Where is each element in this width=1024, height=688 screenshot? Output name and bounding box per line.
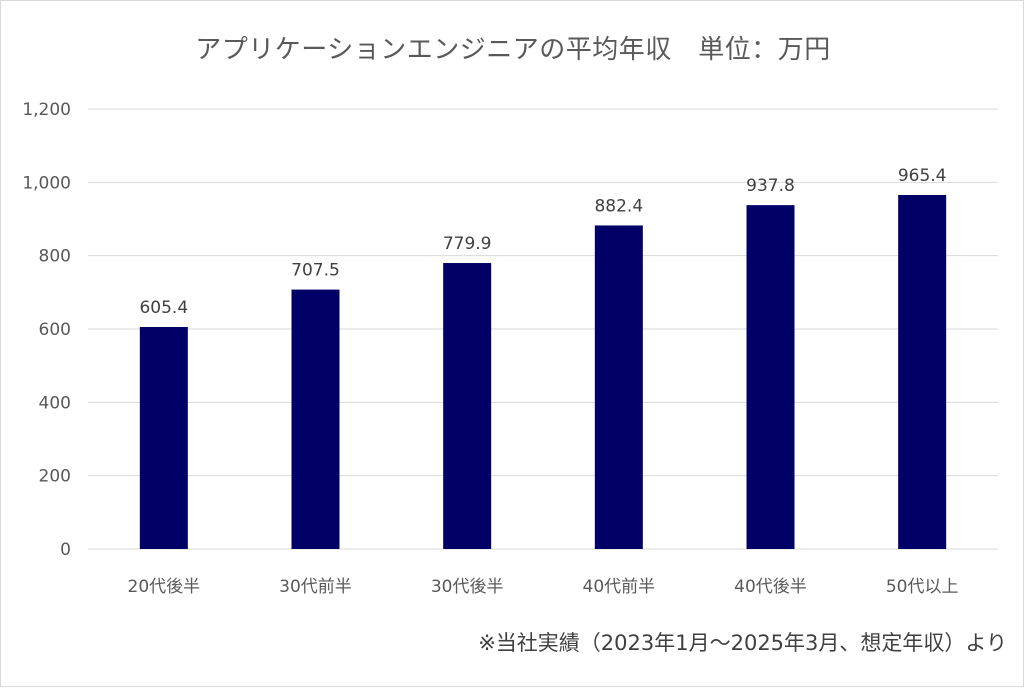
gridlines	[88, 108, 998, 550]
y-axis-ticks: 0 200 400 600 800 1,000 1,200	[22, 100, 71, 560]
y-tick-label: 1,000	[22, 173, 71, 193]
x-category-label-2: 30代前半	[279, 577, 352, 597]
bars	[139, 195, 947, 549]
data-label-6: 965.4	[898, 166, 947, 186]
x-category-label-1: 20代後半	[128, 577, 201, 597]
bar-3	[443, 263, 492, 549]
x-category-label-3: 30代後半	[431, 577, 504, 597]
y-tick-label: 0	[60, 540, 71, 560]
data-label-5: 937.8	[746, 176, 795, 196]
x-category-label-6: 50代以上	[886, 577, 959, 597]
y-tick-label: 800	[39, 247, 71, 267]
x-category-label-5: 40代後半	[734, 577, 807, 597]
data-label-1: 605.4	[139, 298, 188, 318]
bar-2	[291, 289, 340, 549]
x-axis-categories: 20代後半 30代前半 30代後半 40代前半 40代後半 50代以上	[128, 577, 959, 597]
source-note: ※当社実績（2023年1月～2025年3月、想定年収）より	[478, 631, 1007, 655]
y-tick-label: 400	[39, 393, 71, 413]
bar-4	[594, 225, 643, 549]
x-category-label-4: 40代前半	[583, 577, 656, 597]
data-label-3: 779.9	[443, 234, 492, 254]
y-tick-label: 1,200	[22, 100, 71, 120]
bar-1	[139, 327, 188, 549]
y-tick-label: 200	[39, 467, 71, 487]
chart-title: アプリケーションエンジニアの平均年収 単位：万円	[195, 35, 831, 65]
bar-6	[898, 195, 947, 549]
data-labels: 605.4 707.5 779.9 882.4 937.8 965.4	[139, 166, 946, 318]
data-label-4: 882.4	[594, 196, 643, 216]
data-label-2: 707.5	[291, 261, 340, 281]
bar-5	[746, 205, 795, 549]
y-tick-label: 600	[39, 320, 71, 340]
